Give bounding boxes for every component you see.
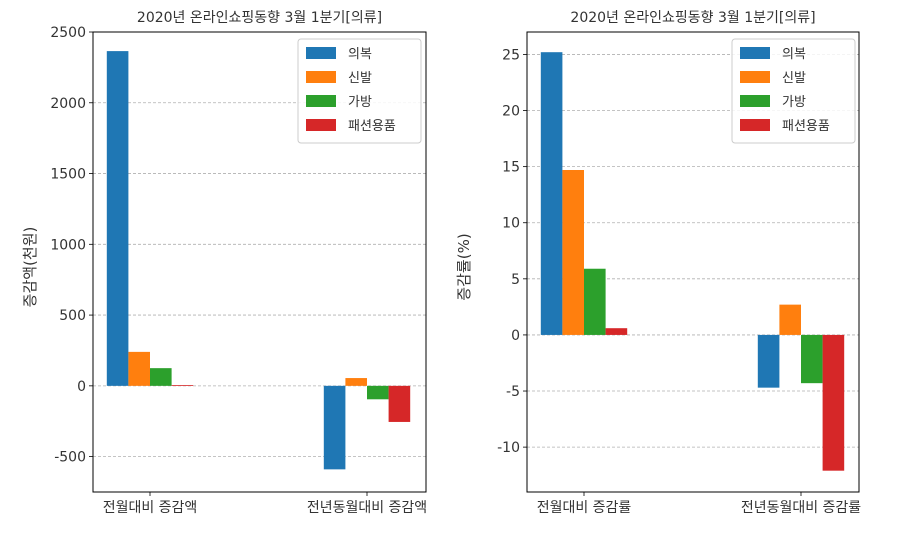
y-tick-label: 1500: [50, 167, 86, 183]
x-tick-label: 전월대비 증감액: [103, 500, 198, 516]
bar-가방-1: [801, 334, 823, 384]
x-tick-label: 전년동월대비 증감액: [307, 500, 427, 516]
legend-label: 의복: [782, 47, 806, 62]
chart-title: 2020년 온라인쇼핑동향 3월 1분기[의류]: [570, 10, 815, 26]
legend-label: 패션용품: [782, 119, 830, 134]
y-tick-label: 0: [511, 328, 520, 344]
y-axis-label: 증감액(천원): [21, 227, 39, 308]
legend-box: [297, 38, 422, 144]
bar-의복-0: [106, 51, 129, 386]
bar-가방-0: [150, 368, 172, 386]
bar-의복-1: [323, 385, 346, 470]
y-tick-label: 20: [502, 104, 520, 120]
bar-신발-0: [128, 351, 150, 386]
legend-swatch: [740, 71, 770, 83]
bar-패션용품-0: [605, 328, 628, 335]
legend-label: 가방: [348, 95, 372, 110]
plot-frame: [526, 31, 860, 493]
x-tick-label: 전년동월대비 증감률: [741, 500, 861, 516]
bar-의복-0: [540, 52, 563, 335]
legend-swatch: [306, 47, 336, 59]
bar-패션용품-1: [388, 385, 411, 422]
legend-swatch: [306, 119, 336, 131]
legend-label: 신발: [782, 71, 806, 86]
bar-패션용품-0: [171, 385, 194, 386]
legend-label: 패션용품: [348, 119, 396, 134]
y-tick-label: 5: [511, 272, 520, 288]
legend-label: 신발: [348, 71, 372, 86]
y-tick-label: 10: [502, 216, 520, 232]
bar-신발-0: [562, 170, 584, 335]
plot-frame: [92, 31, 427, 493]
y-tick-label: 1000: [50, 237, 86, 253]
bar-신발-1: [779, 304, 801, 335]
chart-2: -10 -5 0 5 10 15 20 25 전월대비 증감률 전년동월대비 증감률 2020년 온…: [455, 10, 861, 516]
y-tick-label: 500: [59, 308, 86, 324]
chart-1: -500 0 500 1000 1500 2000 2500 전월대비 증감액 전년동월대비 증…: [21, 10, 427, 516]
legend-swatch: [740, 119, 770, 131]
y-axis-label: 증감률(%): [455, 233, 473, 300]
legend-swatch: [306, 71, 336, 83]
y-tick-label: 2000: [50, 96, 86, 112]
bar-패션용품-1: [822, 334, 845, 471]
y-tick-label: -5: [506, 384, 520, 400]
y-tick-label: 15: [502, 160, 520, 176]
y-tick-label: 2500: [50, 25, 86, 41]
bar-가방-1: [367, 385, 389, 400]
legend-label: 가방: [782, 95, 806, 110]
bar-의복-1: [757, 334, 780, 388]
y-tick-label: -10: [497, 440, 520, 456]
chart-title: 2020년 온라인쇼핑동향 3월 1분기[의류]: [137, 10, 382, 26]
y-tick-label: 0: [77, 379, 86, 395]
legend-box: [731, 38, 856, 144]
x-tick-label: 전월대비 증감률: [537, 500, 632, 516]
y-tick-label: -500: [54, 450, 86, 466]
y-tick-label: 25: [502, 47, 520, 63]
legend-swatch: [740, 95, 770, 107]
bar-신발-1: [345, 378, 367, 386]
bar-가방-0: [584, 268, 606, 335]
legend-label: 의복: [348, 47, 372, 62]
legend-swatch: [740, 47, 770, 59]
legend-swatch: [306, 95, 336, 107]
